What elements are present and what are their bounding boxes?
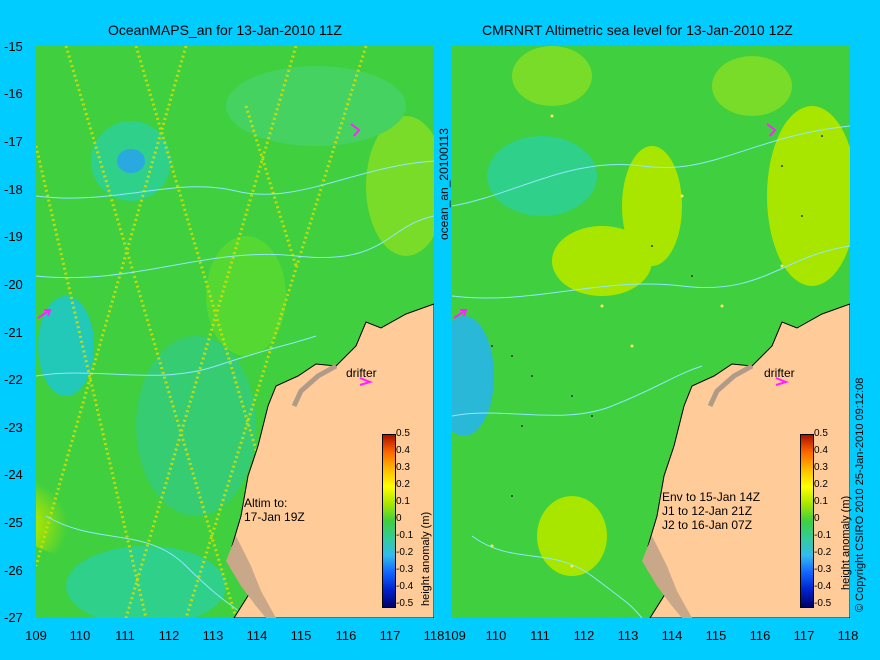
x-tick: 114 bbox=[246, 628, 268, 643]
x-tick: 109 bbox=[25, 628, 47, 643]
env-note-line2: J1 to 12-Jan 21Z bbox=[662, 504, 753, 518]
colorbar-tick: -0.5 bbox=[396, 598, 414, 609]
right-map-title: CMRNRT Altimetric sea level for 13-Jan-2… bbox=[482, 22, 793, 38]
y-tick: -19 bbox=[4, 229, 23, 244]
y-tick: -27 bbox=[4, 610, 23, 625]
altim-note-line2: 17-Jan 19Z bbox=[244, 510, 305, 524]
x-tick: 118 bbox=[423, 628, 445, 643]
x-tick: 118 bbox=[837, 628, 859, 643]
y-tick: -18 bbox=[4, 182, 23, 197]
colorbar-tick: 0.1 bbox=[396, 496, 410, 507]
x-tick: 112 bbox=[573, 628, 595, 643]
right-colorbar bbox=[800, 434, 814, 608]
x-tick: 117 bbox=[793, 628, 815, 643]
y-tick: -16 bbox=[4, 86, 23, 101]
colorbar-tick: -0.3 bbox=[396, 564, 414, 575]
right-colorbar-label: height anomaly (m) bbox=[840, 495, 852, 590]
y-tick: -15 bbox=[4, 39, 23, 54]
x-tick: 115 bbox=[705, 628, 727, 643]
colorbar-tick: -0.2 bbox=[396, 547, 414, 558]
y-tick: -22 bbox=[4, 372, 23, 387]
colorbar-tick: 0 bbox=[814, 513, 820, 524]
x-tick: 111 bbox=[530, 628, 550, 643]
colorbar-tick: -0.1 bbox=[396, 530, 414, 541]
y-tick: -20 bbox=[4, 277, 23, 292]
colorbar-tick: 0 bbox=[396, 513, 402, 524]
colorbar-tick: 0.3 bbox=[814, 462, 828, 473]
colorbar-tick: -0.3 bbox=[814, 564, 832, 575]
colorbar-tick: 0.2 bbox=[814, 479, 828, 490]
x-tick: 110 bbox=[69, 628, 91, 643]
colorbar-tick: 0.2 bbox=[396, 479, 410, 490]
colorbar-tick: -0.5 bbox=[814, 598, 832, 609]
left-map bbox=[36, 46, 434, 618]
y-tick: -23 bbox=[4, 420, 23, 435]
x-tick: 116 bbox=[749, 628, 771, 643]
altim-note-line1: Altim to: bbox=[244, 496, 288, 510]
x-tick: 112 bbox=[158, 628, 180, 643]
left-map-title: OceanMAPS_an for 13-Jan-2010 11Z bbox=[108, 22, 342, 38]
x-tick: 114 bbox=[661, 628, 683, 643]
x-tick: 117 bbox=[379, 628, 401, 643]
x-tick: 113 bbox=[617, 628, 639, 643]
colorbar-tick: -0.2 bbox=[814, 547, 832, 558]
x-tick: 109 bbox=[444, 628, 466, 643]
left-drifter-label: drifter bbox=[346, 366, 377, 380]
x-tick: 116 bbox=[335, 628, 357, 643]
right-drifter-label: drifter bbox=[764, 366, 795, 380]
right-map bbox=[452, 46, 850, 618]
left-colorbar bbox=[382, 434, 396, 608]
y-tick: -24 bbox=[4, 467, 23, 482]
y-tick: -26 bbox=[4, 563, 23, 578]
y-tick: -25 bbox=[4, 515, 23, 530]
colorbar-tick: 0.5 bbox=[814, 428, 828, 439]
x-tick: 111 bbox=[115, 628, 135, 643]
env-note-line3: J2 to 16-Jan 07Z bbox=[662, 518, 753, 532]
colorbar-tick: -0.1 bbox=[814, 530, 832, 541]
left-colorbar-label: height anomaly (m) bbox=[420, 511, 432, 606]
copyright-label: © Copyright CSIRO 2010 25-Jan-2010 09:12… bbox=[854, 377, 866, 612]
colorbar-tick: 0.4 bbox=[396, 445, 410, 456]
colorbar-tick: 0.1 bbox=[814, 496, 828, 507]
env-note-line1: Env to 15-Jan 14Z bbox=[662, 490, 761, 504]
x-tick: 110 bbox=[485, 628, 507, 643]
x-tick: 113 bbox=[202, 628, 224, 643]
colorbar-tick: 0.5 bbox=[396, 428, 410, 439]
colorbar-tick: -0.4 bbox=[814, 581, 832, 592]
colorbar-tick: 0.3 bbox=[396, 462, 410, 473]
center-run-label: ocean_an_20100113 bbox=[437, 128, 451, 240]
colorbar-tick: 0.4 bbox=[814, 445, 828, 456]
colorbar-tick: -0.4 bbox=[396, 581, 414, 592]
x-tick: 115 bbox=[290, 628, 312, 643]
y-tick: -17 bbox=[4, 134, 23, 149]
y-tick: -21 bbox=[4, 325, 23, 340]
